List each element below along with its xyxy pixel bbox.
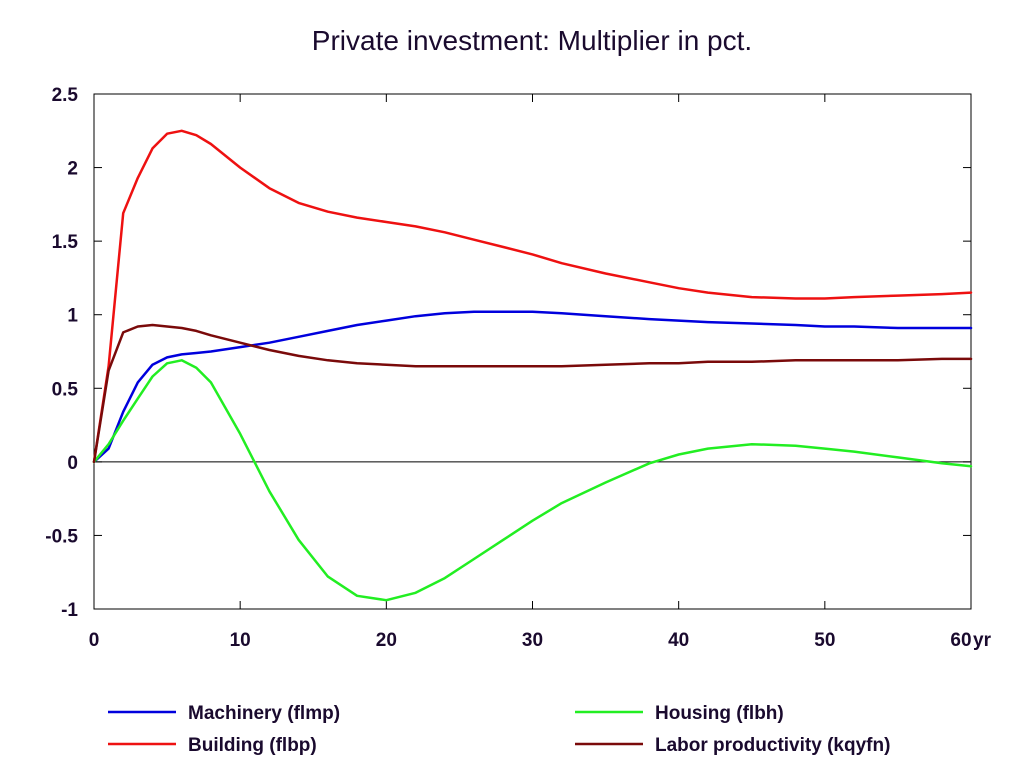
series-group: [92, 129, 973, 602]
legend-label: Labor productivity (kqyfn): [655, 735, 890, 756]
x-tick-label: 30: [522, 630, 543, 651]
legend-item: Labor productivity (kqyfn): [575, 735, 890, 756]
series-line-housing-flbh: [92, 359, 973, 602]
chart-title: Private investment: Multiplier in pct.: [312, 25, 752, 56]
legend-item: Housing (flbh): [575, 703, 784, 724]
legend-label: Housing (flbh): [655, 703, 784, 724]
y-tick-label: -1: [61, 600, 78, 621]
series-line-building-flbp: [92, 129, 973, 464]
y-tick-label: 1.5: [52, 232, 79, 253]
x-axis: 0 10 20 30 40 50 60: [89, 94, 972, 651]
x-tick-label: 40: [668, 630, 689, 651]
legend-label: Machinery (flmp): [188, 703, 340, 724]
y-tick-label: 1: [67, 306, 78, 327]
series-line-labor-productivity-kqyfn: [92, 323, 973, 464]
plot-frame: [93, 93, 972, 610]
legend-item: Machinery (flmp): [108, 703, 340, 724]
legend-item: Building (flbp): [108, 735, 317, 756]
y-axis: -1 -0.5 0 0.5 1 1.5 2 2.5: [45, 85, 971, 621]
y-tick-label: 2.5: [52, 85, 79, 106]
legend-label: Building (flbp): [188, 735, 317, 756]
series-line-machinery-flmp: [92, 310, 973, 464]
y-tick-label: 0.5: [52, 379, 79, 400]
y-tick-label: -0.5: [45, 526, 78, 547]
x-tick-label: 0: [89, 630, 100, 651]
y-tick-label: 0: [67, 453, 78, 474]
x-tick-label: 20: [376, 630, 397, 651]
x-tick-label: 60: [950, 630, 971, 651]
x-axis-unit-label: yr: [973, 630, 992, 651]
y-tick-label: 2: [67, 159, 78, 180]
legend: Machinery (flmp) Housing (flbh) Building (…: [108, 703, 890, 756]
x-tick-label: 50: [814, 630, 835, 651]
x-tick-label: 10: [230, 630, 251, 651]
